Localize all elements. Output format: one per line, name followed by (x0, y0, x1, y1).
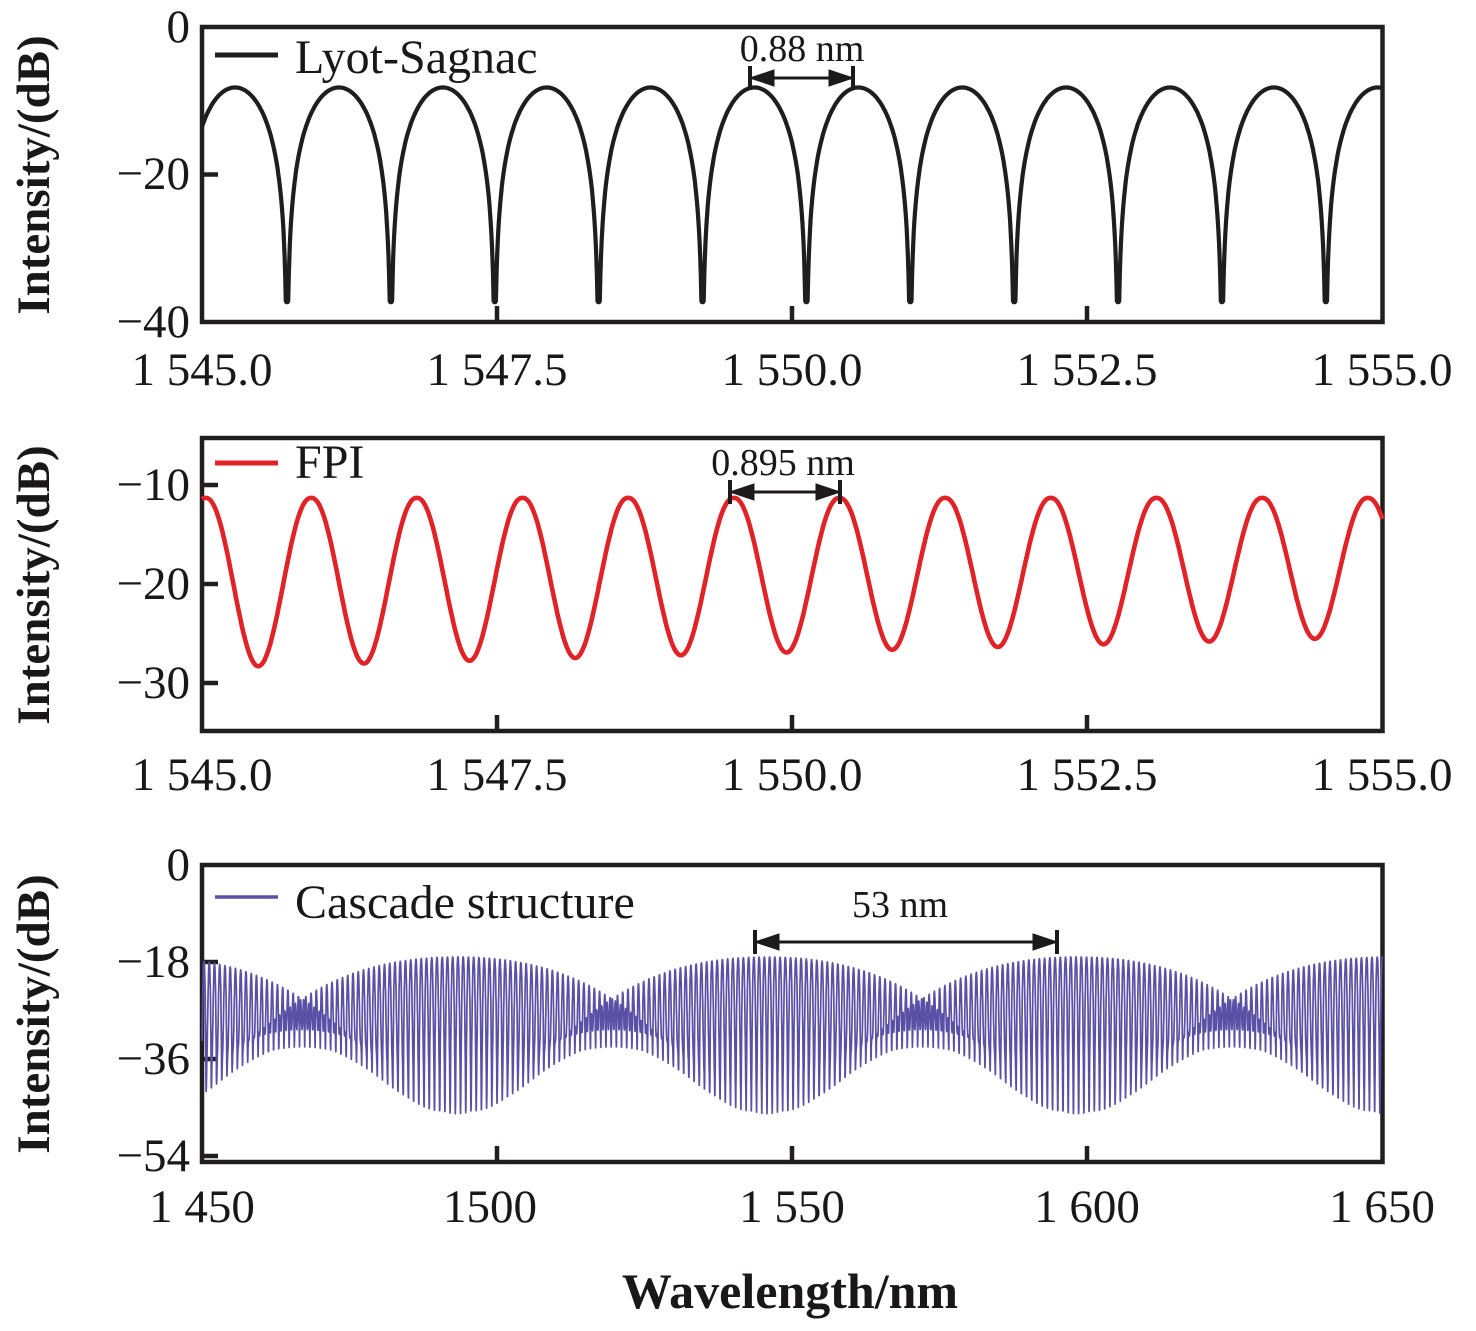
beat-annotation-cascade: 53 nm (851, 884, 949, 926)
x-tick-label: 1 550.0 (721, 344, 863, 396)
legend-label-cascade: Cascade structure (295, 876, 635, 929)
x-tick-label: 1 555.0 (1311, 749, 1453, 801)
x-tick-label: 1 600 (1034, 1181, 1140, 1233)
fsr-annotation-fpi: 0.895 nm (711, 442, 855, 484)
legend-label-lyot-sagnac: Lyot-Sagnac (295, 31, 538, 84)
y-tick-label: −18 (116, 936, 190, 988)
x-tick-label: 1 555.0 (1311, 344, 1453, 396)
fsr-arrow-lyot-sagnac (748, 66, 855, 90)
fsr-arrow-fpi (728, 480, 842, 504)
x-tick-label: 1 545.0 (131, 344, 273, 396)
x-axis-title: Wavelength/nm (621, 1263, 959, 1319)
arrowhead-left-icon (748, 69, 775, 87)
x-tick-label: 1500 (443, 1181, 537, 1233)
y-tick-label: 0 (166, 1, 191, 53)
y-tick-label: −10 (116, 459, 190, 511)
y-tick-label: −36 (116, 1033, 190, 1085)
arrowhead-right-icon (815, 483, 842, 501)
x-tick-label: 1 552.5 (1016, 749, 1158, 801)
x-tick-label: 1 547.5 (426, 749, 568, 801)
ticks-panel-2 (202, 482, 1090, 731)
y-tick-label: −20 (116, 148, 190, 200)
x-tick-label: 1 552.5 (1016, 344, 1158, 396)
x-tick-label: 1 450 (149, 1181, 255, 1233)
arrowhead-left-icon (728, 483, 755, 501)
y-tick-label: 0 (166, 839, 191, 891)
fsr-annotation-lyot-sagnac: 0.88 nm (739, 28, 865, 70)
arrowhead-right-icon (828, 69, 855, 87)
y-tick-label: −30 (116, 657, 190, 709)
y-tick-label: −20 (116, 558, 190, 610)
ticks-panel-1 (202, 172, 1090, 322)
y-tick-label: −40 (116, 296, 190, 348)
legend-label-fpi: FPI (295, 436, 365, 489)
cascade-curve (201, 955, 1384, 1115)
x-tick-label: 1 650 (1329, 1181, 1435, 1233)
beat-arrow-cascade (753, 930, 1059, 954)
y-tick-label: −54 (116, 1130, 190, 1182)
arrowhead-right-icon (1032, 933, 1059, 951)
fpi-curve (200, 495, 1385, 669)
lyot-sagnac-curve (200, 85, 1384, 305)
x-tick-label: 1 545.0 (131, 749, 273, 801)
x-tick-label: 1 550.0 (721, 749, 863, 801)
arrowhead-left-icon (753, 933, 780, 951)
x-tick-label: 1 547.5 (426, 344, 568, 396)
x-tick-label: 1 550 (739, 1181, 845, 1233)
